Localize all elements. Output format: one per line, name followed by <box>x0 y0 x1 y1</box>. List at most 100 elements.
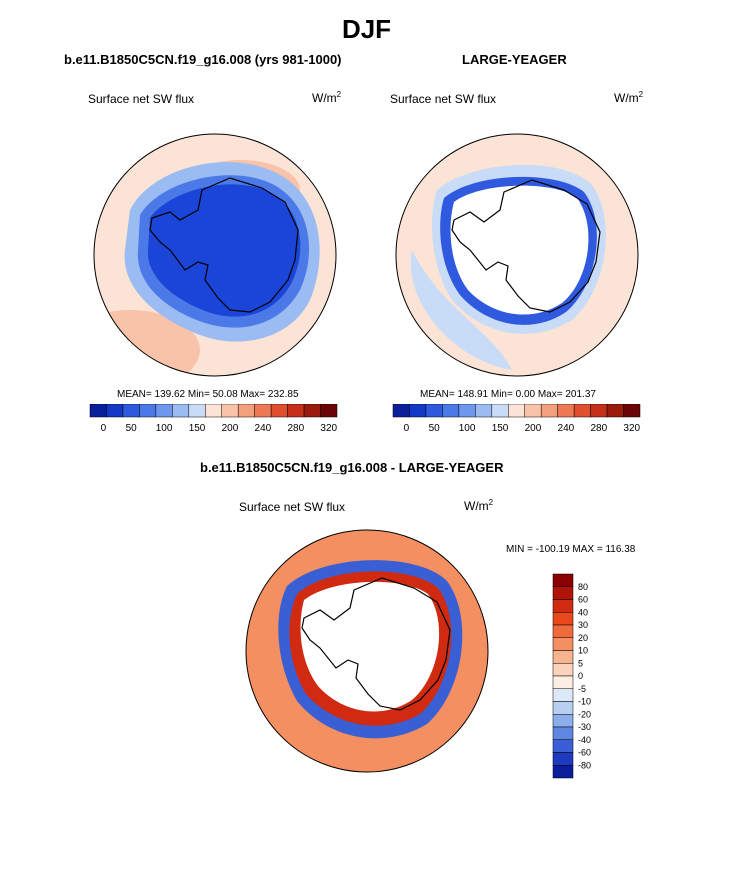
colorbar-swatch <box>552 675 574 689</box>
colorbar-swatch <box>540 404 558 418</box>
antarctic-continent-region <box>450 185 589 315</box>
colorbar-swatch <box>392 404 410 418</box>
panel3-title: b.e11.B1850C5CN.f19_g16.008 - LARGE-YEAG… <box>200 460 504 475</box>
colorbar-swatch <box>590 404 608 418</box>
colorbar-panel-3: 80 60 40 30 20 10 5 0 -5 -10 -20 -30 -40 -60 -80 <box>552 573 591 779</box>
colorbar-swatch <box>172 404 190 418</box>
colorbar-swatch <box>552 765 574 779</box>
colorbar-swatch <box>552 612 574 626</box>
colorbar-swatch <box>552 650 574 664</box>
colorbar-tick-label: 20 <box>578 633 588 643</box>
colorbar-swatch <box>573 404 591 418</box>
antarctic-continent-region <box>300 581 440 712</box>
colorbar-swatch <box>552 726 574 740</box>
colorbar-panel-1: 0 50 100 150 200 240 280 320 <box>89 404 338 434</box>
colorbar-tick-label: 0 <box>101 423 107 434</box>
colorbar-swatch <box>552 701 574 715</box>
colorbar-swatch <box>287 404 305 418</box>
panel3-stats: MIN = -100.19 MAX = 116.38 <box>506 544 636 555</box>
panel2-variable-label: Surface net SW flux <box>390 92 497 106</box>
colorbar-tick-label: 200 <box>525 423 542 434</box>
figure-title: DJF <box>341 14 392 44</box>
colorbar-tick-label: -20 <box>578 709 591 719</box>
colorbar-swatch <box>552 637 574 651</box>
colorbar-swatch <box>552 663 574 677</box>
colorbar-swatch <box>89 404 107 418</box>
colorbar-swatch <box>442 404 460 418</box>
colorbar-swatch <box>623 404 641 418</box>
colorbar-tick-label: 240 <box>255 423 272 434</box>
antarctic-continent-region <box>147 184 301 317</box>
panel1-units: W/m2 <box>312 90 342 105</box>
map-border <box>245 529 489 773</box>
coastline <box>301 577 451 711</box>
colorbar-tick-label: 280 <box>590 423 607 434</box>
map-panel-1 <box>93 133 337 377</box>
colorbar-tick-label: -5 <box>578 684 586 694</box>
colorbar-swatch <box>552 599 574 613</box>
colorbar-tick-label: -10 <box>578 697 591 707</box>
colorbar-swatch <box>237 404 255 418</box>
coastline <box>451 179 601 313</box>
colorbar-tick-label: 80 <box>578 582 588 592</box>
colorbar-swatch <box>606 404 624 418</box>
colorbar-swatch <box>552 573 574 587</box>
colorbar-swatch <box>188 404 206 418</box>
colorbar-swatch <box>524 404 542 418</box>
colorbar-tick-label: 0 <box>578 671 583 681</box>
colorbar-tick-label: 30 <box>578 620 588 630</box>
colorbar-swatch <box>320 404 338 418</box>
panel1-variable-label: Surface net SW flux <box>88 92 195 106</box>
colorbar-swatch <box>552 739 574 753</box>
colorbar-tick-label: 60 <box>578 595 588 605</box>
colorbar-panel-2: 0 50 100 150 200 240 280 320 <box>392 404 641 434</box>
colorbar-swatch <box>475 404 493 418</box>
colorbar-tick-label: 320 <box>623 423 640 434</box>
panel3-units: W/m2 <box>464 498 494 513</box>
colorbar-swatch <box>409 404 427 418</box>
colorbar-tick-label: -60 <box>578 748 591 758</box>
colorbar-tick-label: 150 <box>492 423 509 434</box>
colorbar-swatch <box>106 404 124 418</box>
colorbar-swatch <box>552 714 574 728</box>
map-border <box>395 133 639 377</box>
colorbar-tick-label: 50 <box>429 423 441 434</box>
panel1-stats: MEAN= 139.62 Min= 50.08 Max= 232.85 <box>117 389 299 400</box>
colorbar-swatch <box>557 404 575 418</box>
map-border <box>93 133 337 377</box>
colorbar-swatch <box>205 404 222 418</box>
colorbar-tick-label: 100 <box>459 423 476 434</box>
sea-ice-zone-region <box>410 250 512 370</box>
colorbar-swatch <box>270 404 288 418</box>
colorbar-swatch <box>508 404 525 418</box>
colorbar-swatch <box>139 404 157 418</box>
map-panel-3 <box>245 529 489 773</box>
panel2-stats: MEAN= 148.91 Min= 0.00 Max= 201.37 <box>420 389 596 400</box>
colorbar-swatch <box>491 404 509 418</box>
colorbar-swatch <box>155 404 173 418</box>
colorbar-swatch <box>122 404 140 418</box>
colorbar-tick-label: 280 <box>287 423 304 434</box>
colorbar-tick-label: -30 <box>578 722 591 732</box>
colorbar-tick-label: 10 <box>578 646 588 656</box>
colorbar-tick-label: 0 <box>404 423 410 434</box>
map-panel-2 <box>395 133 639 377</box>
colorbar-tick-label: -40 <box>578 735 591 745</box>
colorbar-tick-label: 200 <box>222 423 239 434</box>
colorbar-tick-label: 150 <box>189 423 206 434</box>
colorbar-swatch <box>552 752 574 766</box>
panel1-title: b.e11.B1850C5CN.f19_g16.008 (yrs 981-100… <box>64 52 342 67</box>
colorbar-swatch <box>221 404 239 418</box>
colorbar-tick-label: 100 <box>156 423 173 434</box>
colorbar-swatch <box>458 404 476 418</box>
panel3-variable-label: Surface net SW flux <box>239 500 346 514</box>
colorbar-swatch <box>303 404 321 418</box>
coastline <box>149 177 299 313</box>
colorbar-swatch <box>552 624 574 638</box>
colorbar-tick-label: 5 <box>578 658 583 668</box>
panel2-units: W/m2 <box>614 90 644 105</box>
colorbar-tick-label: 40 <box>578 607 588 617</box>
colorbar-tick-label: 50 <box>126 423 138 434</box>
colorbar-swatch <box>254 404 272 418</box>
colorbar-swatch <box>552 586 574 600</box>
